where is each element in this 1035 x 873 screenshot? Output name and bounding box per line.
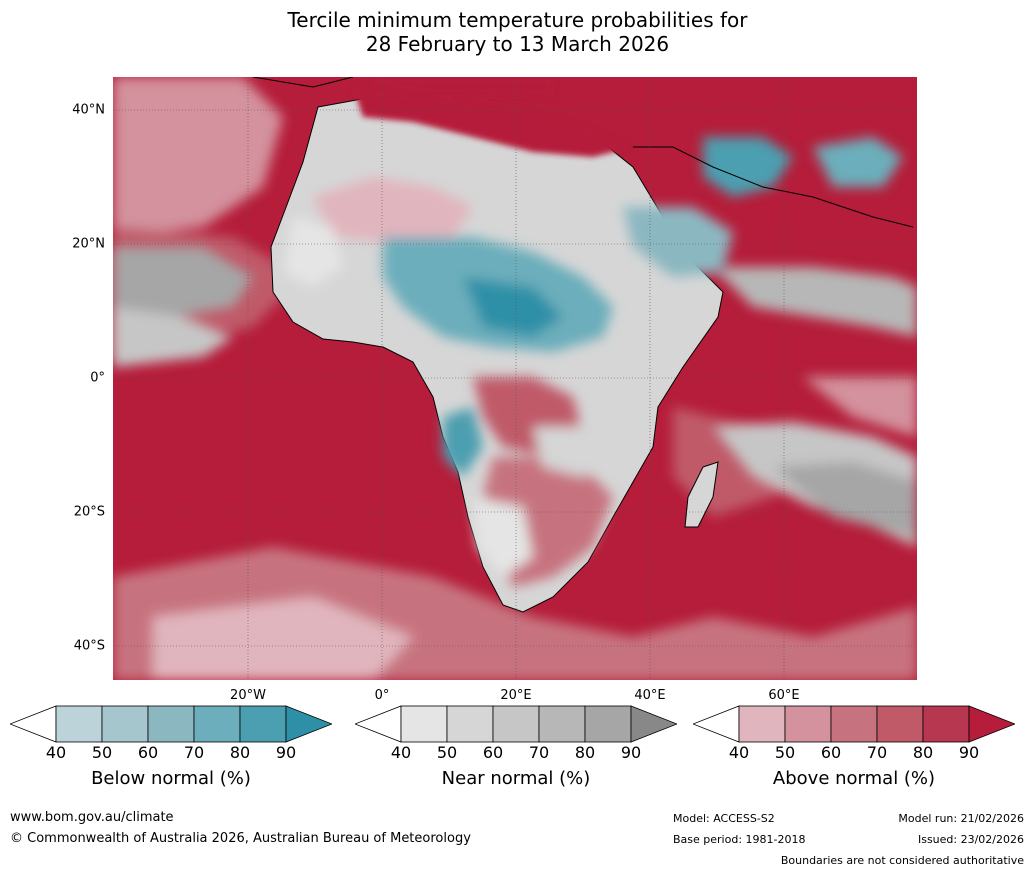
colorbar-tick-label: 70 bbox=[528, 743, 550, 762]
colorbar-tick-label: 90 bbox=[620, 743, 642, 762]
colorbar-extend-high bbox=[630, 705, 677, 743]
colorbar-extend-low bbox=[355, 705, 402, 743]
colorbar-tick-label: 60 bbox=[137, 743, 159, 762]
middle-east-below-normal bbox=[703, 137, 903, 197]
colorbar-segment bbox=[922, 705, 970, 743]
colorbar-tick-label: 50 bbox=[436, 743, 458, 762]
lon-label-0: 0° bbox=[374, 688, 390, 703]
colorbar-near-normal bbox=[355, 705, 677, 743]
colorbar-extend-low bbox=[693, 705, 740, 743]
mediterranean-above-normal bbox=[353, 77, 633, 157]
colorbar-extend-high bbox=[968, 705, 1015, 743]
colorbar-tick-label: 40 bbox=[390, 743, 412, 762]
colorbar-tick-label: 60 bbox=[820, 743, 842, 762]
probability-map bbox=[113, 77, 917, 680]
lat-label-40s: 40°S bbox=[73, 638, 105, 654]
base-period: Base period: 1981-2018 bbox=[673, 833, 806, 846]
colorbar-label-below: Below normal (%) bbox=[91, 768, 251, 789]
colorbar-tick-label: 50 bbox=[91, 743, 113, 762]
colorbar-tick-label: 90 bbox=[958, 743, 980, 762]
colorbar-tick-label: 60 bbox=[482, 743, 504, 762]
lon-label-20w: 20°W bbox=[230, 688, 266, 703]
colorbar-segment bbox=[446, 705, 494, 743]
lat-label-0: 0° bbox=[90, 370, 105, 386]
madagascar bbox=[684, 461, 719, 528]
lon-label-60e: 60°E bbox=[768, 688, 800, 703]
map-title: Tercile minimum temperature probabilitie… bbox=[0, 8, 1035, 56]
copyright-text: © Commonwealth of Australia 2026, Austra… bbox=[10, 831, 471, 846]
colorbar-tick-label: 70 bbox=[866, 743, 888, 762]
europe-coast bbox=[252, 77, 354, 88]
lon-label-20e: 20°E bbox=[500, 688, 532, 703]
lon-label-40e: 40°E bbox=[634, 688, 666, 703]
title-line-1: Tercile minimum temperature probabilitie… bbox=[287, 8, 748, 32]
gridlines bbox=[113, 77, 917, 680]
colorbar-tick-label: 50 bbox=[774, 743, 796, 762]
colorbar-segment bbox=[538, 705, 586, 743]
land-pattern bbox=[283, 177, 733, 587]
colorbar-segment bbox=[400, 705, 448, 743]
colorbar-below-normal bbox=[10, 705, 332, 743]
colorbar-tick-label: 80 bbox=[229, 743, 251, 762]
colorbar-segment bbox=[147, 705, 195, 743]
colorbar-segment bbox=[584, 705, 632, 743]
colorbar-segment bbox=[239, 705, 287, 743]
colorbar-segment bbox=[830, 705, 878, 743]
colorbar-tick-label: 80 bbox=[574, 743, 596, 762]
colorbar-segment bbox=[55, 705, 103, 743]
colorbar-label-near: Near normal (%) bbox=[441, 768, 591, 789]
boundaries-disclaimer: Boundaries are not considered authoritat… bbox=[780, 854, 1024, 867]
model-run: Model run: 21/02/2026 bbox=[898, 812, 1024, 825]
model-name: Model: ACCESS-S2 bbox=[673, 812, 775, 825]
colorbar-above-normal bbox=[693, 705, 1015, 743]
colorbar-extend-low bbox=[10, 705, 57, 743]
colorbar-tick-label: 90 bbox=[275, 743, 297, 762]
colorbar-segment bbox=[738, 705, 786, 743]
lat-label-20n: 20°N bbox=[72, 236, 105, 252]
colorbar-segment bbox=[101, 705, 149, 743]
colorbar-extend-high bbox=[285, 705, 332, 743]
colorbar-tick-label: 40 bbox=[728, 743, 750, 762]
map-canvas bbox=[113, 77, 917, 680]
ocean-near-normal bbox=[113, 247, 917, 547]
asia-coast bbox=[633, 146, 914, 228]
colorbar-tick-label: 40 bbox=[45, 743, 67, 762]
lat-label-20s: 20°S bbox=[73, 504, 105, 520]
colorbar-tick-label: 70 bbox=[183, 743, 205, 762]
colorbar-label-above: Above normal (%) bbox=[772, 768, 936, 789]
colorbar-segment bbox=[876, 705, 924, 743]
colorbar-segment bbox=[784, 705, 832, 743]
website-link[interactable]: www.bom.gov.au/climate bbox=[10, 810, 174, 825]
title-line-2: 28 February to 13 March 2026 bbox=[365, 32, 670, 56]
colorbar-tick-label: 80 bbox=[912, 743, 934, 762]
colorbar-segment bbox=[492, 705, 540, 743]
lat-label-40n: 40°N bbox=[72, 102, 105, 118]
issued-date: Issued: 23/02/2026 bbox=[917, 833, 1024, 846]
colorbar-segment bbox=[193, 705, 241, 743]
